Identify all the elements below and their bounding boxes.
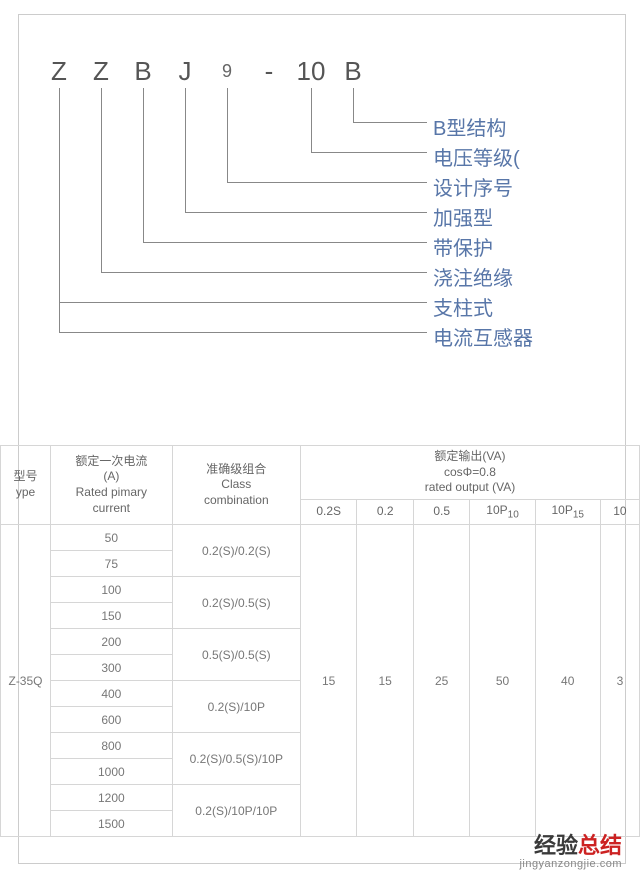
- tick-6: [311, 88, 312, 97]
- vline-3: [185, 97, 186, 212]
- watermark: 经验总结 jingyanzongjie.com: [519, 834, 622, 870]
- cell-current: 400: [50, 681, 172, 707]
- cell-current: 800: [50, 733, 172, 759]
- cell-current: 1500: [50, 811, 172, 837]
- th-out-0: 0.2S: [300, 499, 357, 524]
- hline-1: [311, 152, 427, 153]
- cell-output-1: 15: [357, 525, 414, 837]
- vline-4: [143, 97, 144, 242]
- cell-current: 50: [50, 525, 172, 551]
- cell-class: 0.2(S)/0.5(S): [172, 577, 300, 629]
- cell-class: 0.5(S)/0.5(S): [172, 629, 300, 681]
- cell-current: 150: [50, 603, 172, 629]
- tick-4: [227, 88, 228, 97]
- hline-6: [59, 302, 427, 303]
- cell-output-0: 15: [300, 525, 357, 837]
- code-char-1: Z: [80, 56, 122, 86]
- cell-class: 0.2(S)/10P/10P: [172, 785, 300, 837]
- code-char-6: 10: [290, 56, 332, 86]
- spec-table-wrap: 型号ype 额定一次电流(A)Rated pimarycurrent 准确级组合…: [0, 445, 640, 837]
- diagram-label-1: 电压等级(: [433, 142, 520, 171]
- th-class: 准确级组合Classcombination: [172, 446, 300, 525]
- cell-current: 300: [50, 655, 172, 681]
- tick-0: [59, 88, 60, 97]
- cell-current: 200: [50, 629, 172, 655]
- tick-2: [143, 88, 144, 97]
- cell-current: 600: [50, 707, 172, 733]
- diagram-label-0: B型结构: [433, 112, 506, 141]
- diagram-label-6: 支柱式: [433, 292, 493, 321]
- th-out-5: 10: [600, 499, 639, 524]
- code-row: ZZBJ9-10B: [38, 56, 374, 86]
- code-char-4: 9: [206, 56, 248, 86]
- cell-current: 100: [50, 577, 172, 603]
- hline-3: [185, 212, 427, 213]
- vline-2: [227, 97, 228, 182]
- cell-output-4: 40: [535, 525, 600, 837]
- cell-type: Z-35Q: [1, 525, 51, 837]
- vline-1: [311, 97, 312, 152]
- diagram-label-7: 电流互感器: [433, 322, 533, 351]
- cell-class: 0.2(S)/0.2(S): [172, 525, 300, 577]
- watermark-title: 经验总结: [519, 834, 622, 858]
- th-out-4: 10P15: [535, 499, 600, 524]
- tick-1: [101, 88, 102, 97]
- code-char-5: -: [248, 56, 290, 86]
- hline-7: [59, 332, 427, 333]
- cell-current: 75: [50, 551, 172, 577]
- code-char-2: B: [122, 56, 164, 86]
- th-out-1: 0.2: [357, 499, 414, 524]
- code-char-7: B: [332, 56, 374, 86]
- cell-class: 0.2(S)/10P: [172, 681, 300, 733]
- diagram-label-4: 带保护: [433, 232, 493, 261]
- cell-class: 0.2(S)/0.5(S)/10P: [172, 733, 300, 785]
- code-char-0: Z: [38, 56, 80, 86]
- diagram-label-5: 浇注绝缘: [433, 262, 513, 291]
- cell-current: 1000: [50, 759, 172, 785]
- code-char-3: J: [164, 56, 206, 86]
- diagram-label-2: 设计序号: [433, 172, 513, 201]
- hline-4: [143, 242, 427, 243]
- spec-table: 型号ype 额定一次电流(A)Rated pimarycurrent 准确级组合…: [0, 445, 640, 837]
- hline-0: [353, 122, 427, 123]
- th-output-group: 额定输出(VA)cosΦ=0.8rated output (VA): [300, 446, 639, 500]
- cell-output-5: 3: [600, 525, 639, 837]
- th-out-2: 0.5: [413, 499, 470, 524]
- table-row: Z-35Q500.2(S)/0.2(S)15152550403: [1, 525, 640, 551]
- cell-output-3: 50: [470, 525, 535, 837]
- hline-2: [227, 182, 427, 183]
- watermark-url: jingyanzongjie.com: [519, 858, 622, 870]
- diagram-label-3: 加强型: [433, 202, 493, 231]
- vline-0: [353, 97, 354, 122]
- tick-3: [185, 88, 186, 97]
- hline-5: [101, 272, 427, 273]
- th-type: 型号ype: [1, 446, 51, 525]
- cell-current: 1200: [50, 785, 172, 811]
- th-out-3: 10P10: [470, 499, 535, 524]
- cell-output-2: 25: [413, 525, 470, 837]
- model-code-diagram: ZZBJ9-10B B型结构电压等级(设计序号加强型带保护浇注绝缘支柱式电流互感…: [38, 56, 618, 406]
- vline-5: [101, 97, 102, 272]
- vline-7: [59, 97, 60, 332]
- th-current: 额定一次电流(A)Rated pimarycurrent: [50, 446, 172, 525]
- tick-7: [353, 88, 354, 97]
